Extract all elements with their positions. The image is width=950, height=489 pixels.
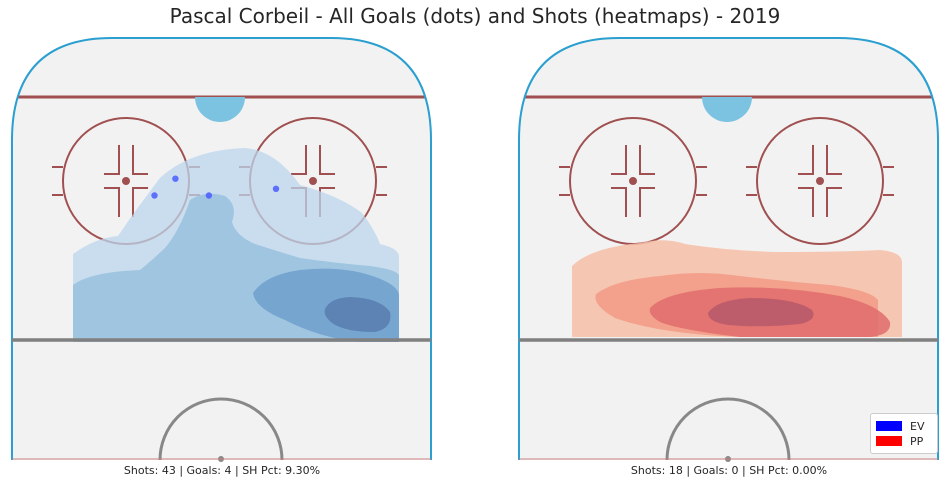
left-goal-crease — [195, 97, 245, 122]
right-faceoff-dot-right — [816, 177, 824, 185]
ev-goal-dots — [151, 175, 280, 199]
right-ice — [519, 38, 938, 460]
right-faceoff-right — [746, 117, 894, 245]
right-goal-crease — [702, 97, 752, 122]
chart-title: Pascal Corbeil - All Goals (dots) and Sh… — [169, 4, 781, 28]
legend-label-pp: PP — [910, 434, 924, 448]
left-rink-border — [11, 37, 432, 460]
legend-swatch-pp — [876, 436, 902, 446]
left-rink-caption: Shots: 43 | Goals: 4 | SH Pct: 9.30% — [123, 464, 321, 477]
left-faceoff-dot-left — [122, 177, 130, 185]
left-rink — [11, 37, 939, 462]
legend-entry-ev: EV — [876, 419, 924, 433]
right-faceoff-dot-left — [629, 177, 637, 185]
legend-label-ev: EV — [910, 419, 925, 433]
left-center-circle — [158, 397, 284, 461]
right-center-circle — [665, 397, 791, 461]
pp-heat-level-4 — [708, 298, 814, 327]
ev-goal-dot — [205, 192, 213, 199]
ev-heat-level-4 — [324, 297, 391, 332]
right-rink-border — [518, 37, 939, 460]
legend: EV PP — [870, 413, 938, 454]
ev-goal-dot — [172, 175, 179, 182]
right-rink-caption: Shots: 18 | Goals: 0 | SH Pct: 0.00% — [630, 464, 828, 477]
legend-swatch-ev — [876, 421, 902, 431]
legend-entry-pp: PP — [876, 434, 923, 448]
ev-goal-dot — [151, 192, 158, 199]
ev-goal-dot — [272, 185, 280, 192]
left-faceoff-dot-right — [309, 177, 317, 185]
